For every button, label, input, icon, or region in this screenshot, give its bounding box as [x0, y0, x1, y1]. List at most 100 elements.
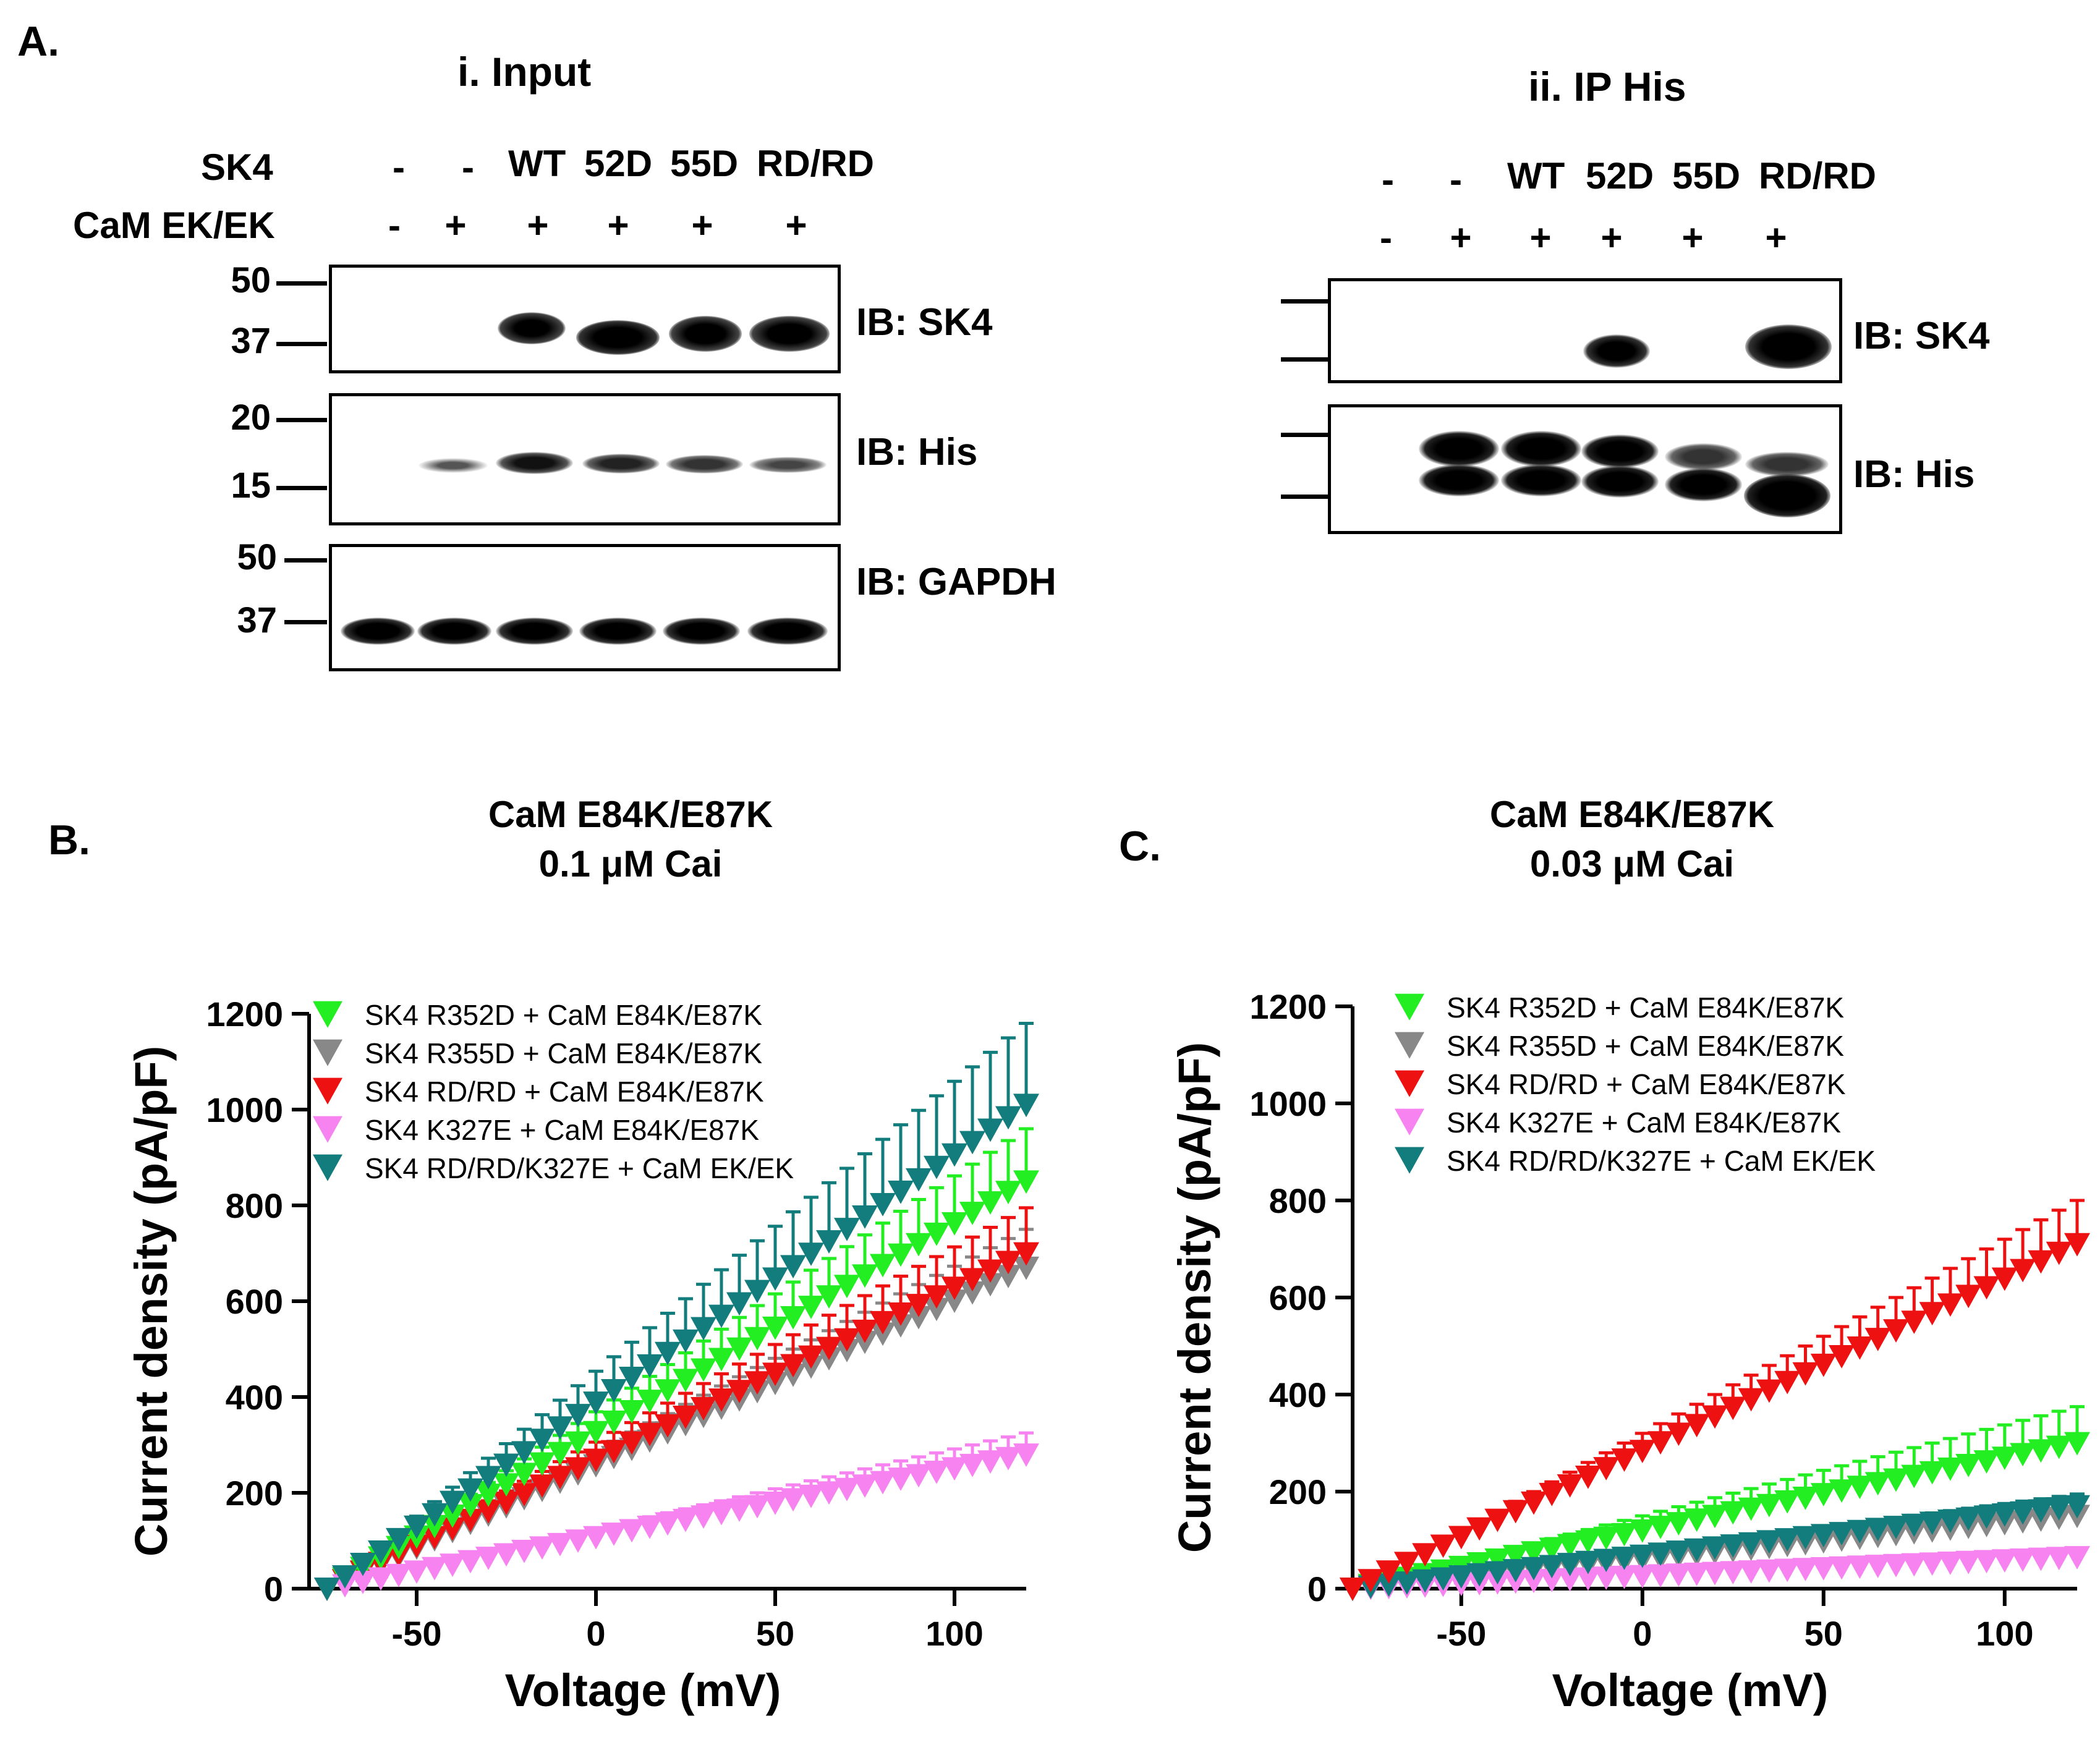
- data-point: [1973, 1450, 2000, 1474]
- data-point: [977, 1191, 1003, 1215]
- data-point: [1611, 1448, 1638, 1472]
- data-point: [1557, 1553, 1583, 1576]
- ip-sk4-ib-label: IB: SK4: [1853, 315, 1990, 357]
- data-point: [888, 1243, 914, 1267]
- data-point: [762, 1316, 788, 1340]
- data-point: [583, 1421, 609, 1445]
- data-point: [1521, 1569, 1547, 1594]
- data-point: [1430, 1567, 1456, 1591]
- data-point: [619, 1400, 645, 1424]
- data-point: [1611, 1523, 1638, 1547]
- data-point: [1864, 1472, 1891, 1496]
- data-point: [816, 1481, 842, 1505]
- data-point: [1847, 1476, 1873, 1500]
- blot-band: [1581, 435, 1659, 468]
- data-point: [1647, 1564, 1674, 1588]
- data-point: [834, 1477, 860, 1501]
- data-point: [942, 1276, 967, 1301]
- y-tick-label: 0: [264, 1569, 283, 1608]
- chart-b: 0 200 400 600 800 1000 1200 -50 0 50 100 Voltage (m…: [125, 995, 1039, 1716]
- data-point: [529, 1474, 555, 1498]
- data-point: [1702, 1536, 1728, 1560]
- data-point: [565, 1404, 591, 1427]
- data-point: [1919, 1461, 1945, 1485]
- data-point: [314, 1578, 340, 1601]
- data-point: [906, 1233, 932, 1257]
- data-point: [691, 1397, 716, 1421]
- data-point: [798, 1345, 824, 1369]
- marker-tick: [284, 558, 327, 563]
- data-point: [1683, 1562, 1710, 1586]
- data-point: [852, 1205, 878, 1229]
- data-point: [798, 1484, 824, 1508]
- data-point: [673, 1329, 699, 1353]
- blot-band: [1501, 464, 1581, 496]
- ip-cam-lane-1: -: [1380, 217, 1392, 258]
- data-point: [906, 1464, 932, 1488]
- marker-tick: [276, 281, 327, 286]
- data-point: [2046, 1435, 2072, 1459]
- marker-tick: [276, 342, 327, 346]
- data-point: [726, 1292, 752, 1316]
- data-point: [780, 1354, 806, 1378]
- ip-cam-lane-4: +: [1601, 217, 1623, 258]
- data-point: [691, 1358, 716, 1382]
- data-point: [1448, 1526, 1474, 1550]
- data-point: [708, 1501, 734, 1526]
- data-point: [1593, 1566, 1620, 1590]
- input-sk4-ib-label: IB: SK4: [856, 301, 993, 344]
- data-point: [619, 1366, 645, 1390]
- data-point: [2028, 1547, 2054, 1571]
- legend-label: SK4 RD/RD + CaM E84K/E87K: [365, 1076, 764, 1108]
- data-point: [2028, 1250, 2054, 1274]
- data-point: [2046, 1241, 2072, 1265]
- data-point: [511, 1483, 537, 1506]
- data-point: [547, 1416, 573, 1440]
- data-point: [583, 1526, 609, 1550]
- data-point: [1521, 1491, 1547, 1515]
- data-point: [1375, 1560, 1402, 1584]
- data-point: [457, 1550, 483, 1574]
- data-point: [1593, 1548, 1620, 1573]
- input-his-marker-20: 20: [231, 397, 271, 438]
- legend-label: SK4 R352D + CaM E84K/E87K: [1447, 992, 1844, 1024]
- legend-marker-teal: [1395, 1147, 1424, 1174]
- data-point: [888, 1180, 914, 1204]
- data-point: [1810, 1524, 1837, 1548]
- data-point: [1883, 1516, 1909, 1539]
- input-his-ib-label: IB: His: [856, 431, 978, 474]
- ip-title: ii. IP His: [1528, 64, 1686, 109]
- data-point: [1013, 1170, 1039, 1194]
- data-point: [1720, 1501, 1746, 1525]
- data-point: [1829, 1522, 1855, 1545]
- data-point: [1702, 1561, 1728, 1586]
- legend-label: SK4 R355D + CaM E84K/E87K: [1447, 1030, 1844, 1062]
- data-point: [1991, 1503, 2018, 1527]
- legend-marker-green: [313, 1001, 342, 1028]
- y-tick-label: 1200: [1249, 987, 1327, 1026]
- data-point: [1792, 1558, 1819, 1582]
- data-point: [834, 1328, 860, 1352]
- data-point: [888, 1467, 914, 1491]
- data-point: [2028, 1439, 2054, 1463]
- data-point: [708, 1348, 734, 1372]
- data-point: [852, 1319, 878, 1343]
- data-point: [1756, 1493, 1782, 1518]
- data-point: [816, 1285, 842, 1309]
- input-gapdh-marker-50: 50: [237, 537, 277, 577]
- data-point: [2028, 1499, 2054, 1523]
- data-point: [942, 1212, 967, 1236]
- data-point: [1683, 1538, 1710, 1562]
- data-point: [959, 1453, 985, 1477]
- data-point: [2046, 1547, 2072, 1571]
- ip-sk4-blot: [1328, 278, 1842, 383]
- blot-band: [417, 618, 491, 645]
- input-sk4-marker-37: 37: [231, 321, 271, 361]
- data-point: [1539, 1569, 1565, 1592]
- data-point: [601, 1440, 627, 1464]
- data-point: [977, 1450, 1003, 1474]
- data-point: [1647, 1516, 1674, 1539]
- blot-band: [1665, 443, 1742, 470]
- blot-band: [1665, 468, 1742, 501]
- data-point: [691, 1505, 716, 1529]
